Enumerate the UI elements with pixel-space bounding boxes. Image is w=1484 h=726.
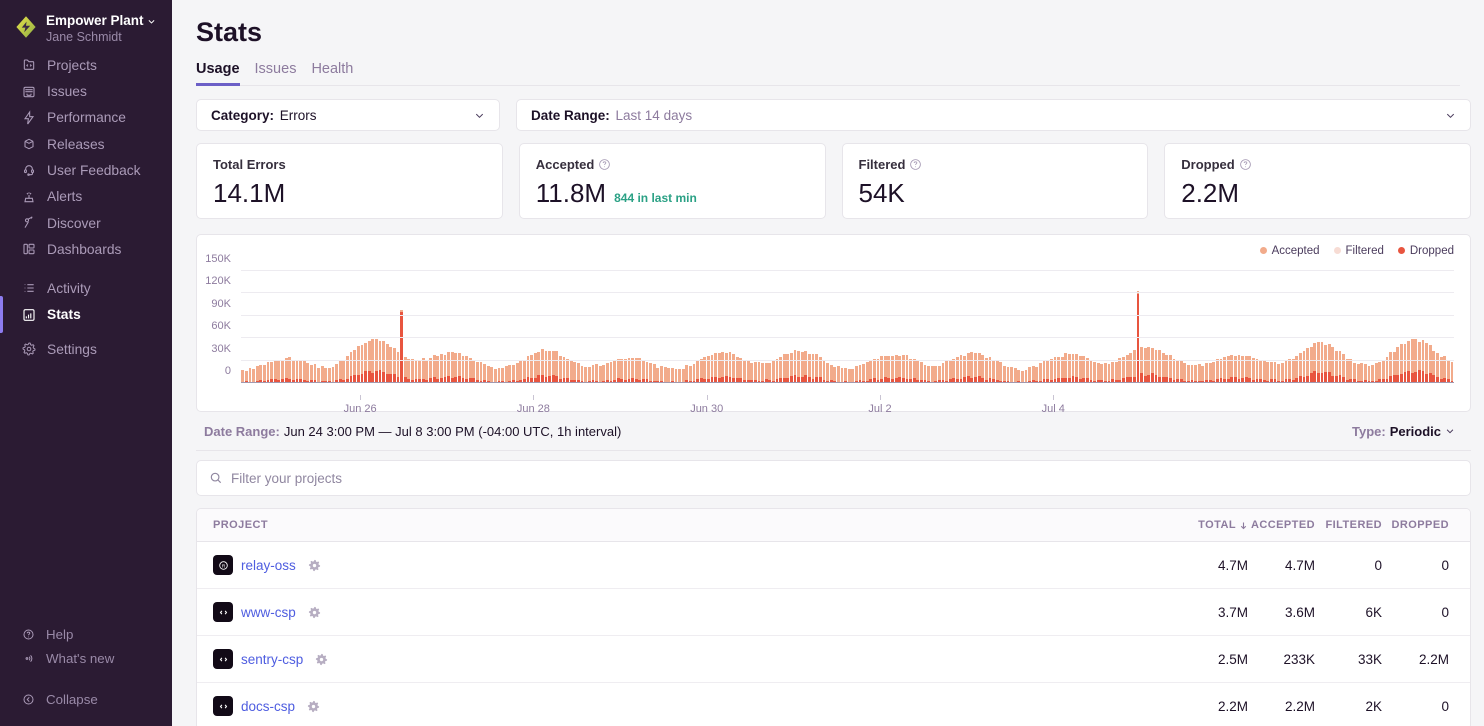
svg-text:R: R (221, 563, 225, 569)
